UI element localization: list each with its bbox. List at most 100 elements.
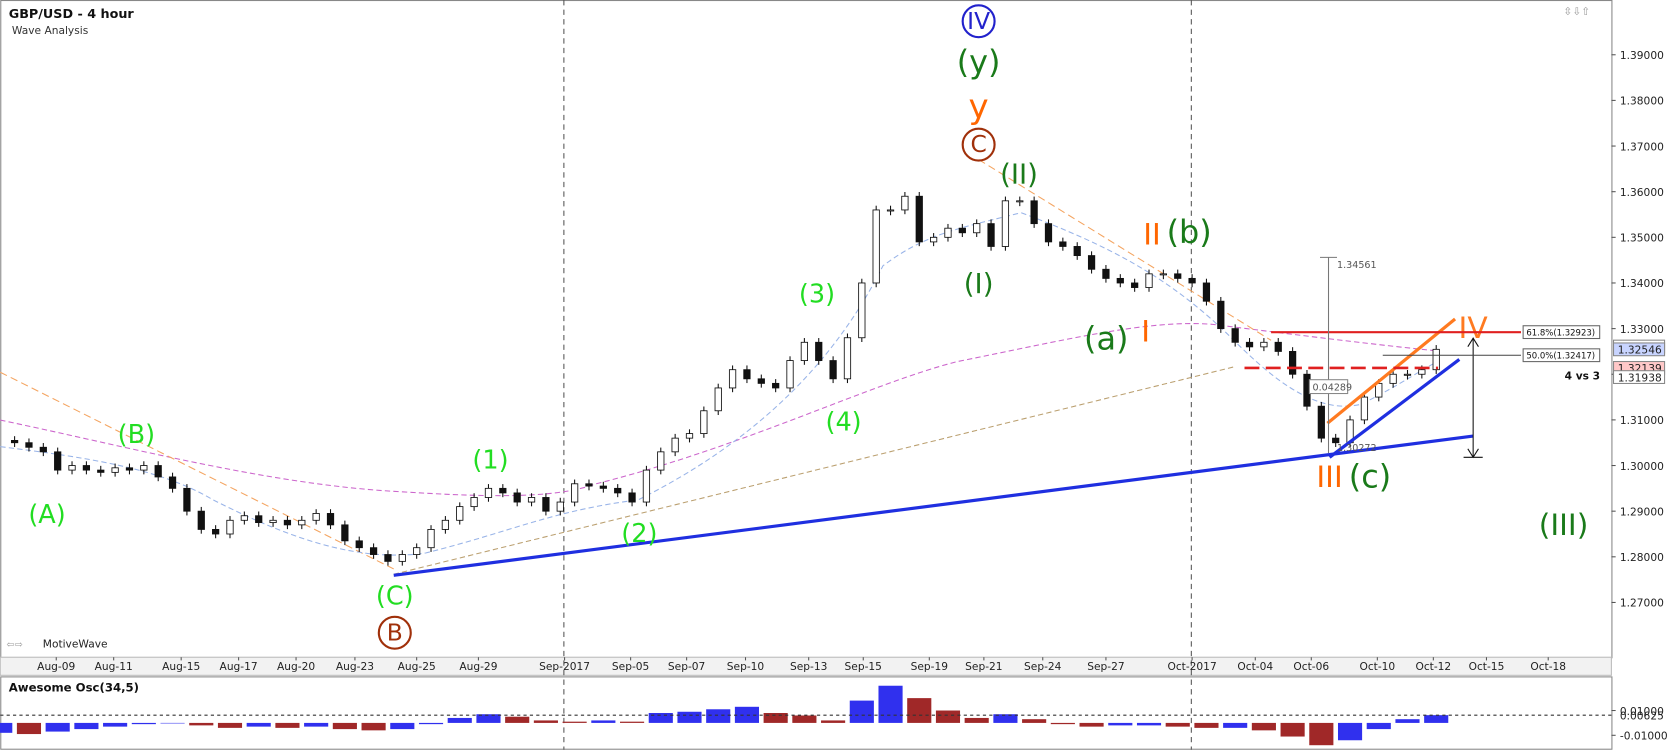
- candle: [599, 485, 607, 489]
- candle: [1102, 268, 1110, 279]
- y-tick-label: 1.38000: [1620, 95, 1664, 108]
- y-tick-label: 1.28000: [1620, 551, 1664, 564]
- osc-bar: [821, 720, 846, 723]
- arrow-heads: [1463, 337, 1483, 459]
- candle: [1145, 273, 1153, 288]
- candle: [312, 513, 320, 521]
- measure-high: 1.34561: [1337, 260, 1377, 271]
- wave-label: (b): [1167, 213, 1212, 251]
- candle: [1332, 437, 1340, 444]
- candle: [585, 483, 593, 487]
- osc-bar: [1050, 722, 1075, 725]
- candle: [1174, 273, 1182, 279]
- x-axis-strip: [0, 656, 1612, 676]
- y-tick-label: 1.36000: [1620, 186, 1664, 199]
- candle: [355, 540, 363, 549]
- candle: [786, 360, 794, 389]
- x-tick-label: Aug-23: [336, 660, 374, 673]
- wave-label: (3): [799, 280, 835, 310]
- measure-box: [1308, 379, 1349, 395]
- trend-line: [393, 434, 1474, 577]
- candle: [987, 223, 995, 247]
- y-tick-label: 1.31000: [1620, 414, 1664, 427]
- osc-bar: [246, 722, 271, 727]
- candle: [700, 410, 708, 435]
- wave-label: (2): [621, 519, 657, 549]
- candle: [614, 487, 622, 494]
- candle: [1274, 341, 1282, 352]
- candle: [183, 487, 191, 512]
- osc-bar: [878, 685, 903, 723]
- x-tick-label: Oct-06: [1293, 660, 1329, 673]
- wave-label: (a): [1084, 319, 1128, 357]
- candle: [571, 483, 579, 503]
- candle: [829, 360, 837, 380]
- y-tick-label: 1.37000: [1620, 140, 1664, 153]
- y-tick-label: 1.35000: [1620, 232, 1664, 245]
- candle: [930, 236, 938, 243]
- candle: [154, 465, 162, 478]
- candle: [714, 387, 722, 412]
- x-tick-label: Oct-10: [1359, 660, 1395, 673]
- candle: [1202, 282, 1211, 302]
- candle: [1245, 341, 1254, 348]
- trend-line: [1328, 358, 1461, 459]
- candle: [1231, 328, 1239, 343]
- y-tick-label: 1.33000: [1620, 323, 1664, 336]
- osc-bar: [591, 720, 616, 723]
- candle: [1116, 277, 1124, 284]
- candle: [269, 519, 277, 524]
- candle: [1016, 200, 1024, 203]
- x-tick-label: Oct-18: [1530, 660, 1566, 673]
- osc-bar: [74, 722, 99, 730]
- candle: [685, 433, 694, 439]
- osc-bar: [103, 722, 128, 727]
- osc-bar: [189, 722, 214, 726]
- price-label-box: [1612, 342, 1666, 357]
- candle: [542, 497, 550, 512]
- x-tick-label: Aug-20: [277, 660, 315, 673]
- candle: [1059, 241, 1067, 247]
- osc-bar: [447, 717, 472, 723]
- y-tick-label: 1.34000: [1620, 277, 1664, 290]
- candle: [168, 476, 177, 489]
- fib-label-box: [1522, 348, 1601, 363]
- x-tick-label: Sep-27: [1087, 660, 1124, 673]
- candle: [858, 282, 866, 339]
- nav-icons[interactable]: ⇦⇨: [7, 640, 23, 651]
- candle: [10, 440, 19, 444]
- osc-bar: [1309, 722, 1334, 746]
- wave-label: (y): [957, 43, 1001, 81]
- candle: [1159, 273, 1167, 276]
- candle: [413, 547, 421, 555]
- osc-bar: [907, 698, 932, 723]
- osc-bar: [390, 722, 415, 730]
- wave-label: IV: [1459, 311, 1489, 346]
- candle: [470, 497, 478, 508]
- wave-label: C: [970, 130, 986, 158]
- channel-line: [1326, 317, 1457, 425]
- x-tick-label: Sep-10: [727, 660, 765, 673]
- wave-label: B: [387, 618, 403, 646]
- candle: [384, 554, 392, 562]
- x-tick-label: Sep-21: [965, 660, 1002, 673]
- candle: [1389, 373, 1397, 384]
- candle: [1260, 341, 1268, 348]
- candle: [1432, 348, 1440, 371]
- osc-bar: [677, 711, 702, 723]
- osc-bar: [16, 722, 42, 735]
- candle: [628, 492, 636, 503]
- candle: [212, 529, 220, 535]
- candle: [1360, 396, 1369, 421]
- wave-label: (I): [964, 267, 994, 300]
- osc-bar: [1165, 722, 1190, 727]
- osc-bar: [792, 715, 817, 723]
- osc-bar: [0, 722, 13, 733]
- candle: [1288, 351, 1297, 375]
- candle: [915, 195, 923, 243]
- candle: [872, 209, 880, 284]
- window-icons[interactable]: ⇳⇩⇧: [1564, 5, 1591, 18]
- osc-bar: [1366, 722, 1391, 730]
- candle: [97, 469, 105, 473]
- fib-label-box: [1522, 325, 1601, 340]
